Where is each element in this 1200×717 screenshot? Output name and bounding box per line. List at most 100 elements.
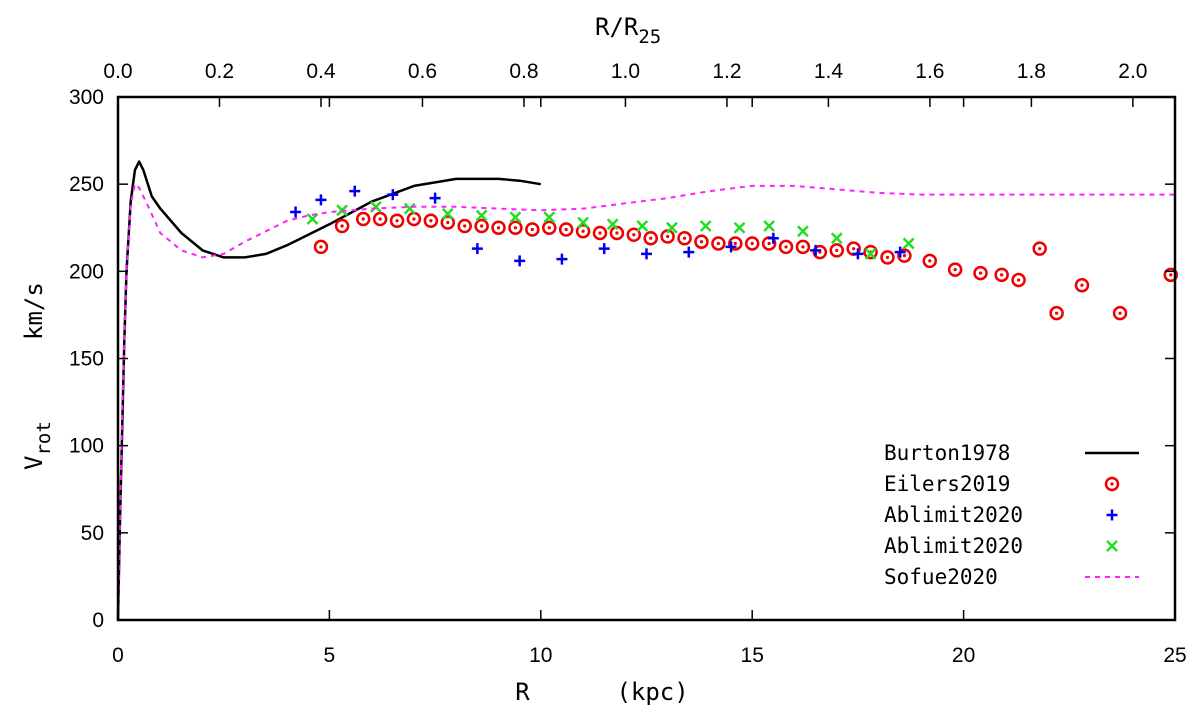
data-point: [778, 239, 794, 255]
data-point: [797, 225, 809, 238]
legend-marker: [1104, 476, 1120, 492]
circle-dot: [801, 245, 805, 249]
circle-dot: [953, 267, 957, 272]
circle-dot: [395, 219, 399, 223]
data-point: [699, 220, 712, 232]
data-point: [744, 236, 760, 251]
circle-dot: [767, 241, 771, 246]
data-point: [810, 244, 822, 256]
x-tick-label: 15: [741, 644, 764, 667]
circle-dot: [1016, 278, 1021, 282]
data-point: [606, 218, 619, 231]
circle-dot: [378, 217, 382, 221]
top-x-tick-label: 1.4: [814, 60, 844, 83]
top-x-tick-label: 1.8: [1017, 60, 1046, 83]
circle-ring: [829, 243, 845, 258]
data-point: [733, 221, 746, 234]
y-axis-units-text: km/s: [20, 282, 48, 340]
data-point: [880, 250, 895, 265]
circle-ring: [457, 218, 472, 234]
circle-ring: [922, 253, 938, 269]
legend-marker: [1106, 540, 1118, 552]
data-point: [457, 218, 472, 234]
data-point: [728, 236, 743, 251]
circle-dot: [598, 231, 602, 235]
circle-dot: [750, 241, 754, 246]
series-line: [117, 183, 1175, 621]
circle-ring: [973, 265, 988, 281]
circle-ring: [474, 218, 489, 234]
x-tick-label: 10: [529, 644, 552, 667]
circle-dot: [429, 219, 433, 223]
data-point: [641, 248, 652, 260]
circle-ring: [440, 215, 456, 230]
legend-swatch: [1104, 476, 1120, 492]
circle-ring: [880, 250, 895, 265]
data-point: [592, 225, 608, 241]
data-point: [349, 185, 361, 197]
circle-ring: [812, 244, 828, 260]
data-point: [315, 194, 327, 206]
y-tick-label: 100: [69, 435, 104, 458]
bottom-x-axis: 0 5 10 15 20 25: [112, 97, 1187, 667]
y-tick-label: 250: [69, 173, 104, 196]
top-x-axis-label-main: R/R: [595, 13, 639, 41]
data-point: [852, 248, 864, 260]
data-point: [1112, 305, 1128, 321]
top-x-tick-label: 0.6: [408, 60, 437, 83]
y-axis-subscript: rot: [33, 421, 55, 455]
legend: Burton1978 Eilers2019 Ablimit2020 Ablimit20…: [884, 441, 1139, 589]
data-point: [694, 234, 709, 249]
data-point: [440, 215, 456, 230]
circle-dot: [530, 227, 534, 232]
circle-ring: [947, 262, 963, 277]
legend-marker: [1106, 509, 1118, 521]
circle-ring: [728, 236, 743, 251]
data-point: [556, 253, 568, 265]
top-x-tick-label: 0.4: [306, 60, 336, 83]
legend-label: Sofue2020: [884, 565, 998, 589]
circle-ring: [1049, 305, 1064, 321]
circle-ring: [897, 248, 912, 263]
circle-ring: [558, 222, 574, 237]
circle-dot: [1169, 273, 1173, 277]
circle-ring: [1163, 267, 1179, 283]
data-point: [994, 267, 1009, 283]
circle-dot: [1080, 283, 1084, 287]
y-tick-label: 150: [69, 348, 104, 371]
data-point: [491, 220, 506, 235]
data-point: [406, 211, 422, 227]
circle-ring: [334, 218, 350, 234]
circle-ring: [355, 211, 371, 227]
x-tick-label: 20: [952, 644, 975, 667]
series-2: [290, 185, 906, 267]
legend-swatch: [1106, 509, 1118, 521]
data-point: [508, 220, 523, 235]
data-point: [763, 220, 775, 232]
data-point: [370, 200, 382, 213]
data-point: [767, 232, 779, 244]
y-axis-units: km/s: [20, 282, 48, 340]
data-point: [558, 222, 574, 237]
circle-ring: [863, 244, 878, 260]
circle-dot: [480, 224, 484, 228]
circle-dot: [361, 217, 365, 221]
data-point: [509, 211, 522, 224]
circle-ring: [795, 239, 811, 255]
y-axis: 0 50 100 150 200 250 300: [69, 86, 1175, 632]
circle-dot: [513, 226, 518, 230]
circle-dot: [547, 226, 551, 230]
top-x-tick-label: 1.6: [915, 60, 944, 83]
series-1: [313, 211, 1179, 321]
circle-dot: [1110, 482, 1114, 486]
top-x-axis: 0.0 0.2 0.4 0.6 0.8 1.0 1.2 1.4 1.6 1.8 2.0: [103, 60, 1147, 107]
data-point: [864, 248, 877, 260]
x-axis-label: R (kpc): [515, 678, 688, 706]
circle-dot: [733, 241, 737, 246]
circle-ring: [542, 220, 557, 235]
data-point: [403, 202, 416, 215]
circle-ring: [372, 211, 388, 227]
data-point: [475, 209, 488, 222]
series-layer: [116, 160, 1179, 621]
data-point: [829, 243, 845, 258]
